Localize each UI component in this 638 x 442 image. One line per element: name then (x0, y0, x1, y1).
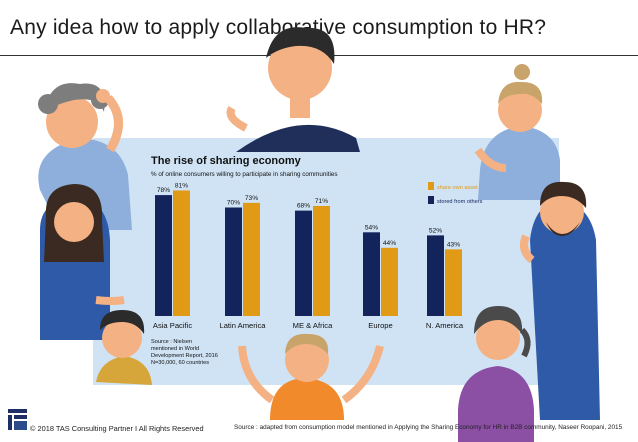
data-label-stored-from-others-2: 70% (227, 200, 240, 207)
chart-legend: share own asset stored from others (428, 182, 483, 205)
bar-group: 78% 81% Asia Pacific 70% 73% Latin America 68%… (153, 182, 464, 330)
chart-source-note: Source : Nielsen mentioned in World Deve… (151, 339, 218, 366)
data-label-share-own-3: 71% (315, 198, 328, 205)
bar-stored-from-others-2 (225, 207, 242, 316)
bar-stored-from-others-5 (427, 235, 444, 316)
bar-stored-from-others-3 (295, 210, 312, 316)
bar-share-own-2 (243, 202, 260, 316)
source-note-line-1: Source : Nielsen (151, 339, 192, 345)
category-label-1: Asia Pacific (153, 321, 192, 330)
legend-swatch-share-own (428, 182, 434, 190)
category-label-4: Europe (368, 321, 393, 330)
data-label-stored-from-others-4: 54% (365, 224, 378, 231)
bar-share-own-1 (173, 190, 190, 316)
source-note-line-3: Development Report, 2016 (151, 353, 218, 359)
bar-share-own-4 (381, 247, 398, 316)
data-label-share-own-4: 44% (383, 240, 396, 247)
data-label-share-own-5: 43% (447, 241, 460, 248)
category-label-5: N. America (426, 321, 464, 330)
company-logo (8, 409, 27, 430)
bar-stored-from-others-1 (155, 195, 172, 316)
data-label-stored-from-others-5: 52% (429, 227, 442, 234)
source-note-line-2: mentioned in World (151, 346, 199, 352)
legend-label-stored-from-others: stored from others (437, 199, 483, 205)
bar-stored-from-others-4 (363, 232, 380, 316)
footer-copyright: © 2018 TAS Consulting Partner I All Righ… (30, 424, 204, 433)
legend-label-share-own: share own asset (437, 185, 478, 191)
bar-share-own-3 (313, 205, 330, 316)
bar-share-own-5 (445, 249, 462, 316)
source-note-line-4: N=30,000, 60 countries (151, 360, 209, 366)
data-label-share-own-1: 81% (175, 182, 188, 189)
data-label-stored-from-others-3: 68% (297, 203, 310, 210)
chart-title: The rise of sharing economy (151, 155, 302, 167)
data-label-share-own-2: 73% (245, 195, 258, 202)
chart-subtitle: % of online consumers willing to partici… (151, 171, 338, 178)
footer-source: Source : adapted from consumption model … (234, 424, 623, 431)
category-label-2: Latin America (219, 321, 266, 330)
category-label-3: ME & Africa (293, 321, 333, 330)
legend-swatch-stored-from-others (428, 196, 434, 204)
data-label-stored-from-others-1: 78% (157, 187, 170, 194)
people-illustration (38, 27, 600, 442)
slide-title: Any idea how to apply collaborative cons… (10, 16, 547, 39)
